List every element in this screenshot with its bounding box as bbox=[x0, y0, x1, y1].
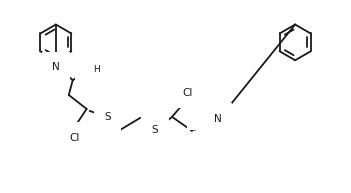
Text: N: N bbox=[214, 114, 221, 124]
Text: H: H bbox=[93, 65, 100, 74]
Text: S: S bbox=[152, 125, 158, 135]
Text: O: O bbox=[86, 64, 94, 74]
Text: Cl: Cl bbox=[69, 133, 80, 143]
Text: S: S bbox=[104, 112, 111, 122]
Text: H: H bbox=[205, 110, 212, 119]
Text: N: N bbox=[52, 62, 60, 72]
Text: O: O bbox=[198, 110, 206, 120]
Text: Cl: Cl bbox=[183, 88, 193, 98]
